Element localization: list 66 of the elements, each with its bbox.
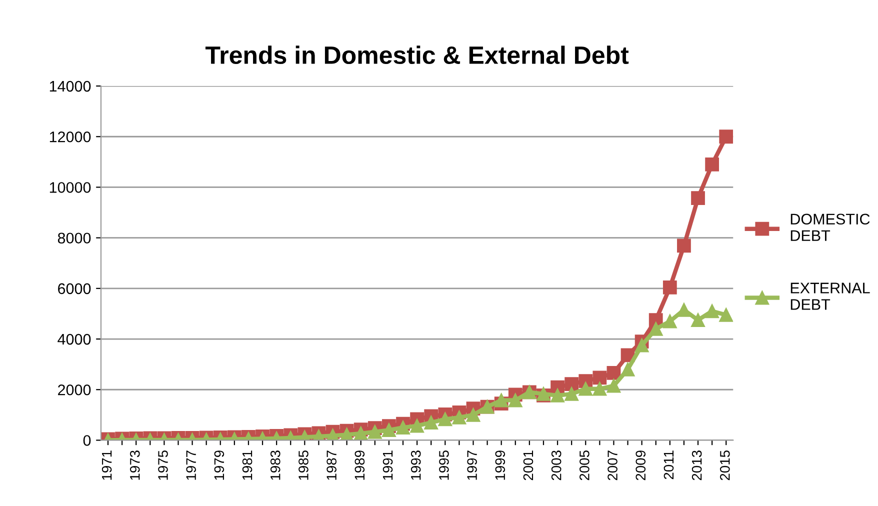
x-tick-label: 2007: [608, 450, 618, 480]
x-tick-label: 1987: [326, 450, 336, 480]
point: [592, 382, 607, 396]
x-tick-label: 2013: [692, 450, 702, 480]
x-tick-label: 2011: [664, 450, 674, 480]
point: [677, 238, 691, 253]
x-tick-label: 1973: [130, 450, 140, 480]
point: [382, 423, 396, 438]
point: [691, 191, 705, 206]
point: [466, 408, 480, 422]
x-tick-label: 1977: [186, 450, 196, 480]
point: [606, 366, 621, 380]
point: [578, 382, 593, 396]
point: [494, 393, 508, 408]
x-tick-label: 1979: [214, 450, 224, 480]
point: [662, 314, 677, 328]
point: [620, 362, 635, 376]
x-tick-label: 1999: [495, 450, 506, 480]
point: [550, 388, 564, 402]
x-tick-label: 2003: [551, 450, 562, 480]
x-tick-label: 1995: [439, 450, 449, 480]
chart-title: Trends in Domestic & External Debt: [205, 46, 629, 64]
point: [396, 420, 410, 435]
x-tick-label: 2005: [580, 450, 590, 480]
point: [606, 378, 621, 393]
x-tick-label: 1981: [242, 450, 252, 480]
x-tick-label: 1993: [410, 450, 421, 480]
x-tick-label: 2009: [636, 450, 646, 480]
y-tick-label: 10000: [50, 182, 91, 193]
x-tick-label: 1991: [382, 450, 393, 480]
point: [564, 377, 579, 391]
x-tick-label: 1975: [158, 450, 168, 480]
point: [705, 158, 720, 172]
y-tick-label: 6000: [58, 283, 91, 294]
point: [410, 418, 424, 433]
point: [648, 322, 663, 336]
point: [354, 426, 368, 440]
point: [438, 412, 452, 426]
y-tick-label: 12000: [50, 131, 91, 142]
x-tick-label: 2001: [523, 450, 534, 480]
y-tick-label: 14000: [50, 80, 91, 92]
point: [705, 304, 720, 318]
x-tick-label: 1983: [270, 450, 280, 480]
legend-label: EXTERNAL DEBT: [790, 282, 870, 310]
point: [719, 130, 734, 144]
point: [662, 280, 677, 294]
point: [368, 424, 382, 439]
point: [564, 386, 579, 401]
point: [508, 393, 522, 408]
y-tick-label: 8000: [58, 232, 91, 244]
point: [452, 410, 466, 424]
x-tick-label: 2015: [720, 450, 730, 480]
point: [719, 308, 734, 322]
point: [677, 302, 691, 317]
y-tick-label: 4000: [58, 334, 91, 345]
x-tick-label: 1985: [298, 450, 308, 480]
x-tick-label: 1971: [102, 450, 112, 480]
legend-label: DOMESTIC DEBT: [790, 214, 870, 241]
x-tick-label: 1997: [467, 450, 477, 480]
point: [634, 338, 649, 352]
point: [691, 313, 705, 327]
x-tick-label: 1989: [354, 450, 365, 480]
point: [424, 416, 438, 430]
y-tick-label: 0: [83, 435, 91, 446]
y-tick-label: 2000: [58, 384, 91, 396]
point: [592, 370, 607, 385]
